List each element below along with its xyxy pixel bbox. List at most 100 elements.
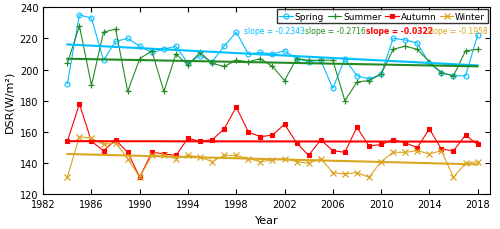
Summer xyxy=(390,49,396,52)
Winter xyxy=(197,156,203,159)
Winter xyxy=(221,154,227,157)
Summer xyxy=(330,60,336,62)
Autumn xyxy=(390,139,396,142)
Spring xyxy=(366,78,372,81)
Autumn xyxy=(462,134,468,137)
Winter xyxy=(342,173,348,176)
Winter xyxy=(282,158,288,160)
Winter xyxy=(306,162,312,165)
Spring xyxy=(209,61,215,64)
Summer xyxy=(258,58,264,61)
Summer xyxy=(282,80,288,82)
Winter xyxy=(378,161,384,163)
Line: Winter: Winter xyxy=(64,134,480,180)
Winter xyxy=(258,161,264,163)
Winter xyxy=(88,137,94,140)
Spring xyxy=(378,74,384,76)
Spring xyxy=(76,14,82,17)
Summer xyxy=(246,61,252,64)
Autumn xyxy=(136,176,142,179)
Line: Spring: Spring xyxy=(65,14,480,91)
Autumn xyxy=(354,126,360,129)
Winter xyxy=(462,162,468,165)
Winter xyxy=(330,172,336,174)
Winter xyxy=(209,161,215,163)
Autumn xyxy=(173,154,179,157)
Spring xyxy=(88,18,94,20)
Autumn xyxy=(234,106,239,109)
Text: slope = -0.2716: slope = -0.2716 xyxy=(305,27,366,36)
Summer xyxy=(450,75,456,78)
Winter xyxy=(246,158,252,160)
Summer xyxy=(173,53,179,56)
Autumn xyxy=(221,128,227,131)
Spring xyxy=(342,58,348,61)
Spring xyxy=(112,41,118,44)
Summer xyxy=(366,80,372,82)
Spring xyxy=(246,53,252,56)
Spring xyxy=(462,75,468,78)
Spring xyxy=(173,46,179,48)
Summer xyxy=(306,60,312,62)
Spring xyxy=(185,63,191,65)
Winter xyxy=(426,153,432,155)
Autumn xyxy=(378,144,384,146)
Summer xyxy=(234,60,239,62)
Autumn xyxy=(402,142,408,145)
Summer xyxy=(270,66,276,68)
Winter xyxy=(402,151,408,154)
Autumn xyxy=(474,144,480,146)
Autumn xyxy=(112,139,118,142)
Spring xyxy=(450,75,456,78)
Summer xyxy=(88,85,94,87)
Spring xyxy=(221,46,227,48)
X-axis label: Year: Year xyxy=(254,215,278,225)
Autumn xyxy=(282,123,288,126)
Text: slope = -0.0322: slope = -0.0322 xyxy=(366,27,433,36)
Winter xyxy=(112,142,118,145)
Summer xyxy=(185,64,191,67)
Winter xyxy=(354,172,360,174)
Winter xyxy=(414,150,420,153)
Spring xyxy=(124,38,130,41)
Winter xyxy=(474,161,480,163)
Winter xyxy=(124,158,130,160)
Winter xyxy=(185,154,191,157)
Autumn xyxy=(270,134,276,137)
Text: slope = -0.1958: slope = -0.1958 xyxy=(427,27,488,36)
Spring xyxy=(282,50,288,53)
Text: slope = -0.2343: slope = -0.2343 xyxy=(244,27,305,36)
Summer xyxy=(149,50,155,53)
Spring xyxy=(100,60,106,62)
Spring xyxy=(161,49,167,52)
Summer xyxy=(197,52,203,55)
Spring xyxy=(197,55,203,58)
Spring xyxy=(330,87,336,90)
Summer xyxy=(112,28,118,31)
Winter xyxy=(438,150,444,153)
Spring xyxy=(306,61,312,64)
Autumn xyxy=(161,153,167,155)
Summer xyxy=(414,49,420,52)
Summer xyxy=(474,49,480,52)
Winter xyxy=(173,158,179,160)
Autumn xyxy=(64,140,70,143)
Autumn xyxy=(197,140,203,143)
Summer xyxy=(209,63,215,65)
Autumn xyxy=(330,150,336,153)
Summer xyxy=(100,32,106,34)
Legend: Spring, Summer, Autumn, Winter: Spring, Summer, Autumn, Winter xyxy=(276,10,488,24)
Summer xyxy=(136,58,142,61)
Summer xyxy=(426,61,432,64)
Summer xyxy=(462,50,468,53)
Winter xyxy=(161,154,167,157)
Spring xyxy=(426,63,432,65)
Spring xyxy=(234,32,239,34)
Autumn xyxy=(294,142,300,145)
Summer xyxy=(342,100,348,103)
Y-axis label: DSR(W/m²): DSR(W/m²) xyxy=(4,70,14,132)
Spring xyxy=(402,39,408,42)
Winter xyxy=(318,158,324,160)
Autumn xyxy=(414,147,420,149)
Autumn xyxy=(100,150,106,153)
